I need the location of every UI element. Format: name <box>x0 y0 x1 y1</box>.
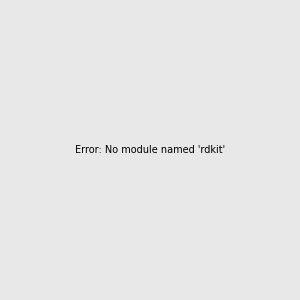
Text: Error: No module named 'rdkit': Error: No module named 'rdkit' <box>75 145 225 155</box>
